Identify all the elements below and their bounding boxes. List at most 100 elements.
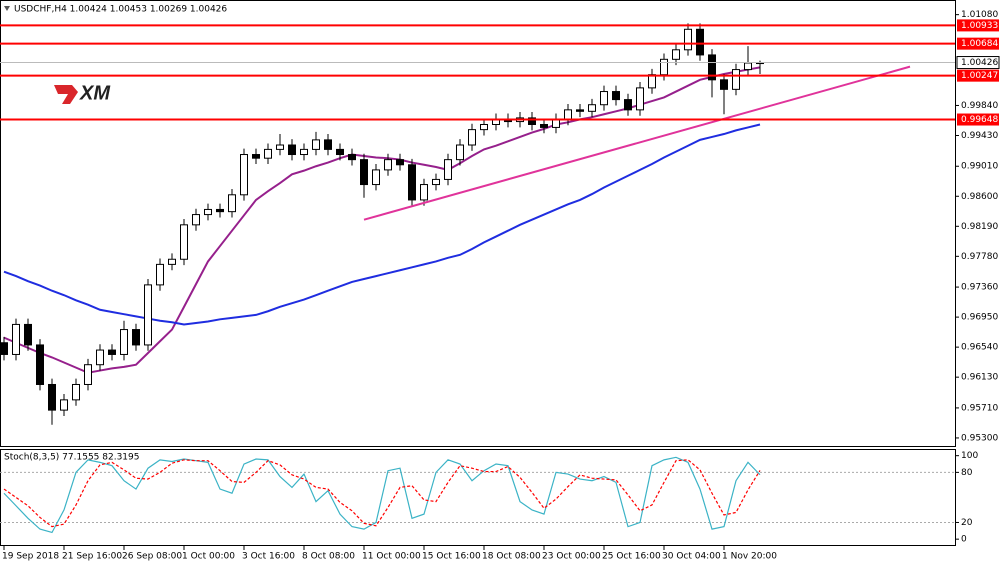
candle-body [432, 178, 440, 186]
logo-icon [54, 85, 78, 104]
candle-body [324, 139, 332, 150]
y-tick-label: 0 [961, 535, 967, 545]
x-tick-label: 8 Oct 08:00 [302, 552, 355, 562]
candle-body [456, 144, 464, 161]
main-pane [0, 0, 956, 447]
x-tick-label: 18 Oct 08:00 [482, 552, 541, 562]
candle-body [708, 54, 716, 81]
x-tick-label: 23 Oct 00:00 [542, 552, 601, 562]
candle-body [720, 79, 728, 90]
y-tick-label: 0.95710 [961, 403, 998, 413]
candle-body [264, 148, 272, 159]
candle-body [204, 208, 212, 216]
level-label-box [957, 69, 999, 82]
y-tick-label: 0.98600 [961, 192, 998, 202]
y-tick-label: 1.01080 [961, 10, 998, 20]
candle-body [696, 28, 704, 56]
candle-body [72, 383, 80, 401]
candle-body [120, 329, 128, 355]
candle-body [360, 159, 368, 186]
candle-body [336, 148, 344, 156]
level-label-box [957, 19, 999, 32]
candle-body [444, 159, 452, 180]
candle-body [480, 123, 488, 131]
candle-body [96, 349, 104, 366]
candle-body [732, 69, 740, 90]
candle-body [576, 109, 584, 112]
current-price-box [956, 56, 1000, 70]
oscillator-line [3, 456, 761, 534]
current-price-label: 1.00426 [961, 58, 998, 68]
candle-body [132, 329, 140, 346]
level-label: 1.00933 [961, 21, 998, 31]
candle-body [240, 154, 248, 196]
candle-body [636, 87, 644, 111]
candle-body [648, 74, 656, 89]
candle-body [276, 144, 284, 150]
candle-body [84, 364, 92, 385]
x-tick-label: 30 Oct 04:00 [662, 552, 721, 562]
candle-body [0, 342, 8, 355]
candle-body [60, 399, 68, 411]
candle-body [588, 104, 596, 112]
candle-body [612, 91, 620, 101]
stoch-title: Stoch(8,3,5) 77.1555 82.3195 [4, 453, 139, 463]
candle-body [684, 28, 692, 51]
candle-body [408, 164, 416, 201]
candle-body [384, 159, 392, 171]
candle-body [312, 139, 320, 150]
candle-body [48, 383, 56, 411]
candle-body [552, 118, 560, 128]
logo: XM [79, 82, 111, 104]
stoch-pane [0, 449, 956, 546]
candle-body [288, 144, 296, 156]
candle-body [144, 284, 152, 346]
candle-body [660, 58, 668, 76]
y-tick-label: 80 [961, 468, 973, 478]
candle-body [36, 344, 44, 385]
candle-body [228, 194, 236, 213]
y-tick-label: 0.96540 [961, 343, 998, 353]
y-tick-label: 0.99010 [961, 162, 998, 172]
candle-body [348, 154, 356, 161]
level-label-box [957, 113, 999, 126]
candle-body [180, 224, 188, 260]
candle-body [672, 49, 680, 60]
oscillator-line [3, 459, 761, 528]
y-tick-label: 100 [961, 451, 978, 461]
candle-body [108, 349, 116, 355]
x-tick-label: 19 Sep 2018 [2, 552, 59, 562]
x-tick-label: 21 Sep 16:00 [62, 552, 122, 562]
candle-body [600, 91, 608, 106]
chart-title: USDCHF,H4 1.00424 1.00453 1.00269 1.0042… [14, 5, 227, 15]
x-tick-label: 1 Oct 00:00 [182, 552, 235, 562]
x-tick-label: 25 Oct 16:00 [602, 552, 661, 562]
x-tick-label: 11 Oct 00:00 [362, 552, 421, 562]
level-label: 1.00247 [961, 71, 998, 81]
candle-body [300, 148, 308, 156]
candle-body [216, 208, 224, 213]
level-label: 1.00684 [961, 39, 998, 49]
candle-body [468, 129, 476, 146]
candle-body [540, 123, 548, 128]
y-tick-label: 0.97360 [961, 283, 998, 293]
moving-average [3, 123, 761, 326]
candle-body [420, 184, 428, 201]
y-tick-label: 0.99430 [961, 131, 998, 141]
candle-body [24, 323, 32, 346]
y-tick-label: 0.98190 [961, 222, 998, 232]
x-tick-label: 1 Nov 20:00 [722, 552, 777, 562]
y-tick-label: 0.96950 [961, 313, 998, 323]
y-tick-label: 0.99840 [961, 101, 998, 111]
candle-body [12, 323, 20, 355]
candle-body [192, 214, 200, 226]
y-tick-label: 0.97780 [961, 252, 998, 262]
candle-body [744, 62, 752, 71]
candle-body [156, 263, 164, 286]
y-tick-label: 0.95300 [961, 433, 998, 443]
trend-line [363, 65, 911, 221]
y-tick-label: 20 [961, 518, 973, 528]
x-tick-label: 3 Oct 16:00 [242, 552, 295, 562]
